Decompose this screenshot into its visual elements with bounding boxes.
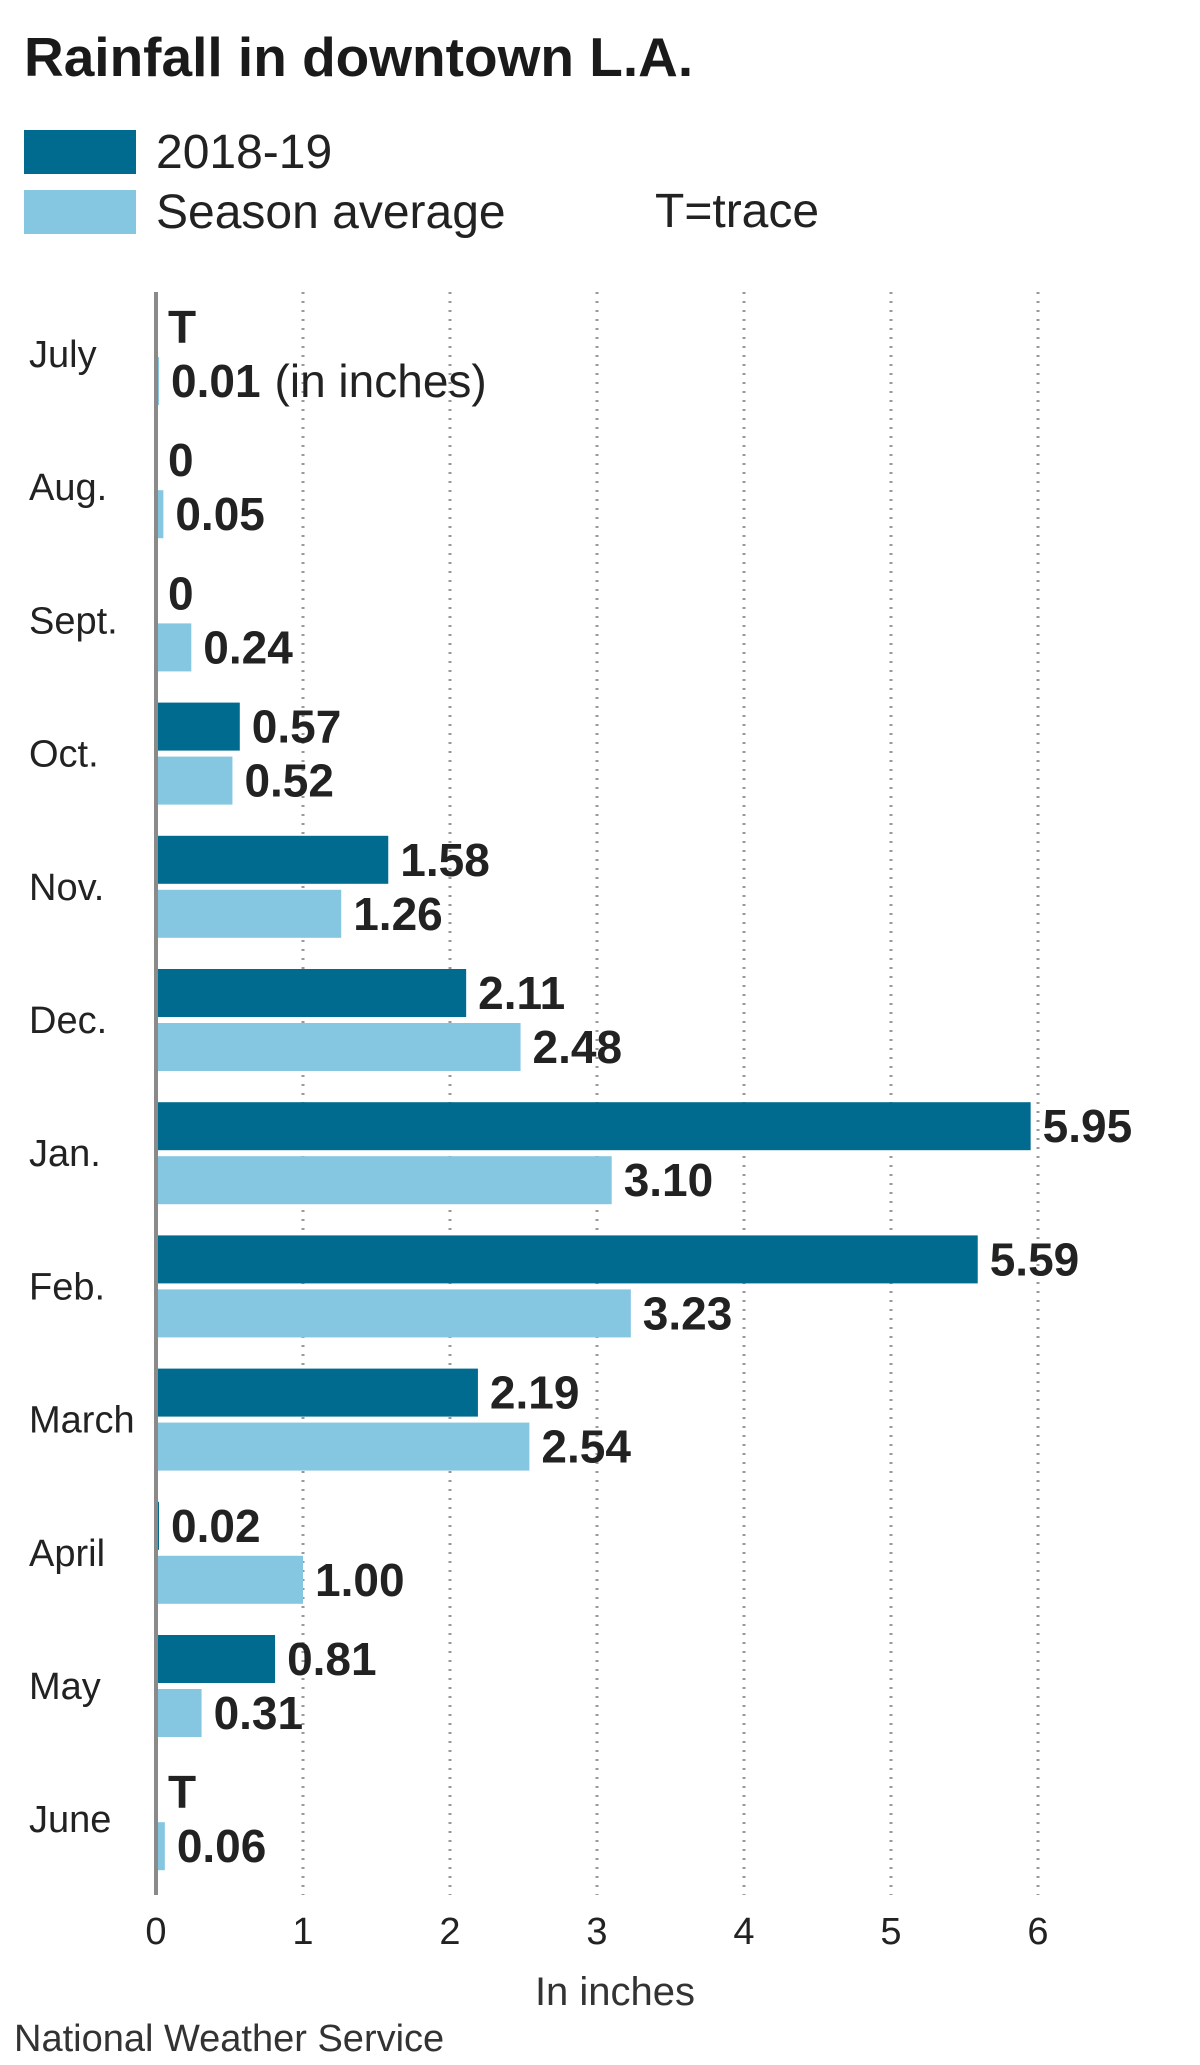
value-label-season-average-aug: 0.05 (175, 488, 265, 540)
value-label-2018-19-may: 0.81 (287, 1633, 377, 1685)
bar-2018-19-feb (156, 1235, 978, 1284)
chart-title: Rainfall in downtown L.A. (24, 26, 694, 88)
legend-item-2018-19: 2018-19 (24, 124, 332, 180)
value-label-season-average-sept: 0.24 (203, 621, 293, 673)
value-label-season-average-april: 1.00 (315, 1554, 405, 1606)
bar-season-average-sept (156, 623, 192, 672)
value-label-2018-19-feb: 5.59 (990, 1233, 1080, 1285)
value-label-season-average-feb: 3.23 (643, 1287, 733, 1339)
x-tick-label-0: 0 (145, 1911, 166, 1953)
bar-season-average-april (156, 1555, 303, 1604)
bar-season-average-feb (156, 1289, 631, 1338)
value-label-2018-19-april: 0.02 (171, 1500, 261, 1552)
category-label-dec: Dec. (29, 1000, 107, 1042)
category-label-oct: Oct. (29, 734, 99, 776)
value-label-2018-19-sept: 0 (168, 567, 194, 619)
grid-layer (301, 292, 1040, 1895)
category-label-march: March (29, 1400, 135, 1442)
bar-2018-19-oct (156, 702, 240, 751)
category-label-feb: Feb. (29, 1266, 105, 1308)
value-label-2018-19-oct: 0.57 (252, 701, 342, 753)
x-tick-label-4: 4 (733, 1911, 754, 1953)
bar-season-average-march (156, 1422, 530, 1471)
bar-2018-19-nov (156, 835, 389, 884)
x-axis-title: In inches (535, 1970, 695, 2010)
trace-note: T=trace (655, 185, 820, 238)
value-label-season-average-july: 0.01 (171, 355, 261, 407)
value-label-season-average-dec: 2.48 (533, 1021, 623, 1073)
x-tick-label-2: 2 (439, 1911, 460, 1953)
bar-layer (156, 357, 1031, 1871)
value-label-2018-19-march: 2.19 (490, 1367, 580, 1419)
bar-season-average-june (156, 1822, 165, 1871)
bar-2018-19-may (156, 1635, 276, 1683)
category-label-april: April (29, 1533, 105, 1575)
value-label-season-average-oct: 0.52 (244, 755, 334, 807)
value-label-season-average-nov: 1.26 (353, 888, 443, 940)
bar-season-average-may (156, 1689, 202, 1737)
legend-swatch-season-average (24, 190, 136, 234)
bar-season-average-dec (156, 1023, 521, 1071)
value-label-2018-19-dec: 2.11 (478, 967, 565, 1019)
legend-item-season-average: Season average (24, 184, 506, 240)
annotation-0: (in inches) (275, 355, 487, 407)
legend-label-season-average: Season average (156, 185, 506, 239)
x-tick-label-5: 5 (880, 1911, 901, 1953)
source-note: National Weather Service (14, 2018, 445, 2060)
value-label-2018-19-june: T (168, 1766, 196, 1818)
legend-swatch-2018-19 (24, 130, 136, 174)
bar-2018-19-jan (156, 1102, 1031, 1151)
category-label-nov: Nov. (29, 867, 104, 909)
value-label-season-average-march: 2.54 (541, 1421, 631, 1473)
category-label-sept: Sept. (29, 600, 118, 642)
bar-season-average-jan (156, 1156, 612, 1205)
category-label-june: June (29, 1799, 111, 1841)
value-label-season-average-jan: 3.10 (624, 1154, 714, 1206)
value-label-season-average-june: 0.06 (177, 1820, 267, 1872)
x-tick-label-1: 1 (292, 1911, 313, 1953)
x-tick-label-6: 6 (1027, 1911, 1048, 1953)
category-label-may: May (29, 1666, 101, 1708)
bar-2018-19-dec (156, 969, 467, 1017)
category-label-jan: Jan. (29, 1133, 101, 1175)
value-label-2018-19-jan: 5.95 (1043, 1100, 1133, 1152)
value-label-2018-19-nov: 1.58 (400, 834, 490, 886)
x-tick-label-3: 3 (586, 1911, 607, 1953)
category-label-july: July (29, 334, 97, 376)
value-label-2018-19-aug: 0 (168, 434, 194, 486)
bar-season-average-oct (156, 756, 233, 805)
bar-season-average-nov (156, 889, 342, 938)
category-label-aug: Aug. (29, 467, 107, 509)
legend-label-2018-19: 2018-19 (156, 125, 333, 179)
bar-season-average-aug (156, 490, 164, 539)
value-label-season-average-may: 0.31 (214, 1687, 304, 1739)
bar-2018-19-march (156, 1368, 478, 1417)
value-label-2018-19-july: T (168, 301, 196, 353)
